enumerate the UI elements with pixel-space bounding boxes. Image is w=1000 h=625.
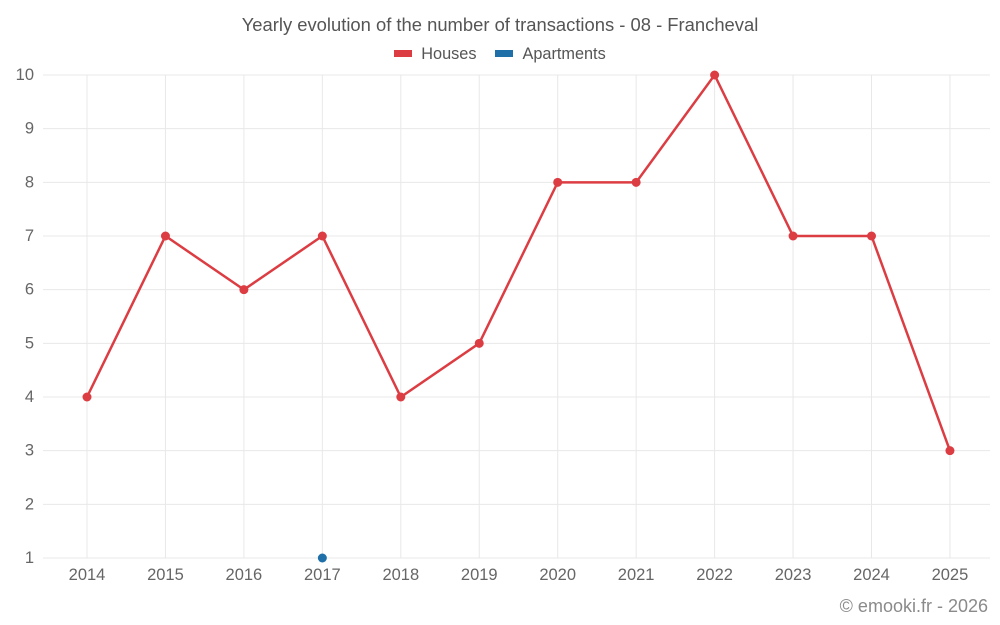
svg-text:7: 7 [25,227,34,245]
svg-text:2020: 2020 [539,566,576,584]
svg-text:9: 9 [25,120,34,138]
svg-text:2025: 2025 [932,566,969,584]
svg-text:3: 3 [25,442,34,460]
svg-text:5: 5 [25,334,34,352]
svg-text:2015: 2015 [147,566,184,584]
svg-text:2: 2 [25,495,34,513]
svg-text:4: 4 [25,388,34,406]
svg-text:2014: 2014 [69,566,106,584]
svg-text:2018: 2018 [382,566,419,584]
svg-text:2023: 2023 [775,566,812,584]
svg-text:1: 1 [25,549,34,567]
svg-text:2019: 2019 [461,566,498,584]
svg-text:2016: 2016 [226,566,263,584]
svg-text:8: 8 [25,173,34,191]
svg-text:2022: 2022 [696,566,733,584]
svg-text:6: 6 [25,281,34,299]
svg-text:2017: 2017 [304,566,341,584]
svg-text:10: 10 [16,66,34,84]
svg-text:2024: 2024 [853,566,890,584]
svg-text:2021: 2021 [618,566,655,584]
